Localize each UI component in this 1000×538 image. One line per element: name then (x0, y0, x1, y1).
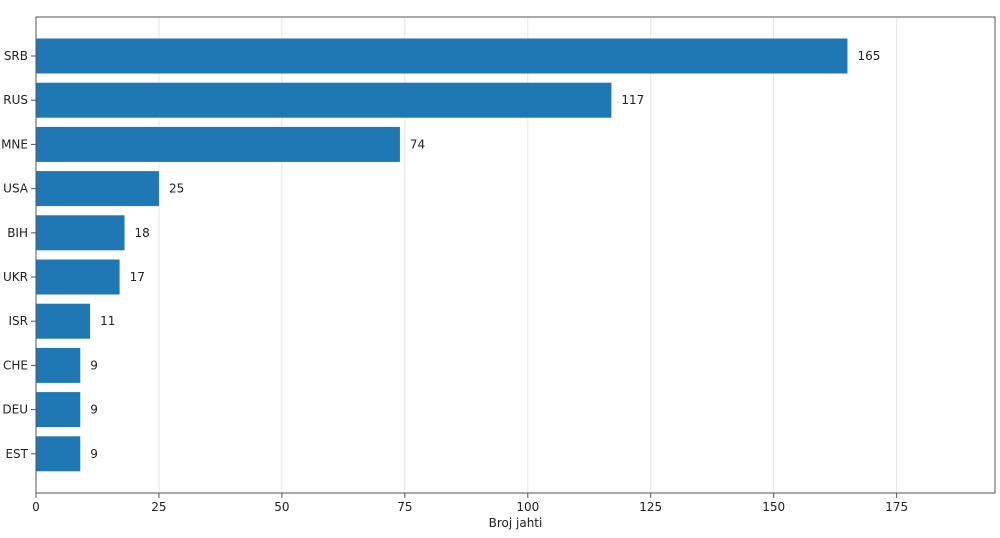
y-tick-label: CHE (3, 358, 28, 372)
bar-isr (36, 303, 91, 339)
value-label-deu: 9 (90, 403, 98, 417)
value-label-mne: 74 (410, 137, 425, 151)
x-axis: 0 25 50 75 100 125 150 175 (32, 493, 908, 514)
y-tick-label: MNE (1, 137, 28, 151)
x-tick-label: 75 (397, 500, 412, 514)
y-axis: SRB RUS MNE USA BIH UKR ISR CHE DEU EST (1, 49, 36, 461)
value-label-che: 9 (90, 358, 98, 372)
value-labels: 165 117 74 25 18 17 11 9 9 9 (90, 49, 880, 461)
value-label-isr: 11 (100, 314, 115, 328)
y-tick-label: RUS (3, 93, 28, 107)
bar-deu (36, 392, 81, 428)
bar-usa (36, 171, 159, 207)
plot-frame (35, 16, 996, 494)
y-tick-label: ISR (9, 314, 29, 328)
value-label-bih: 18 (135, 226, 150, 240)
y-tick-label: USA (3, 182, 29, 196)
x-tick-label: 125 (639, 500, 662, 514)
bar-che (36, 347, 81, 383)
value-label-srb: 165 (857, 49, 880, 63)
y-tick-label: BIH (7, 226, 28, 240)
value-label-usa: 25 (169, 182, 184, 196)
value-label-rus: 117 (621, 93, 644, 107)
value-label-ukr: 17 (130, 270, 145, 284)
y-tick-label: DEU (2, 403, 28, 417)
x-tick-label: 100 (516, 500, 539, 514)
x-tick-label: 150 (762, 500, 785, 514)
y-tick-label: SRB (4, 49, 28, 63)
x-tick-label: 0 (32, 500, 40, 514)
bar-mne (36, 126, 400, 162)
x-tick-label: 175 (885, 500, 908, 514)
y-tick-label: EST (5, 447, 28, 461)
bar-bih (36, 215, 125, 251)
x-axis-title: Broj jahti (489, 516, 543, 530)
bar-rus (36, 82, 612, 118)
bar-ukr (36, 259, 120, 295)
value-label-est: 9 (90, 447, 98, 461)
x-tick-label: 25 (151, 500, 166, 514)
bars (36, 38, 848, 472)
y-tick-label: UKR (3, 270, 28, 284)
x-tick-label: 50 (274, 500, 289, 514)
bar-srb (36, 38, 848, 74)
bar-est (36, 436, 81, 472)
